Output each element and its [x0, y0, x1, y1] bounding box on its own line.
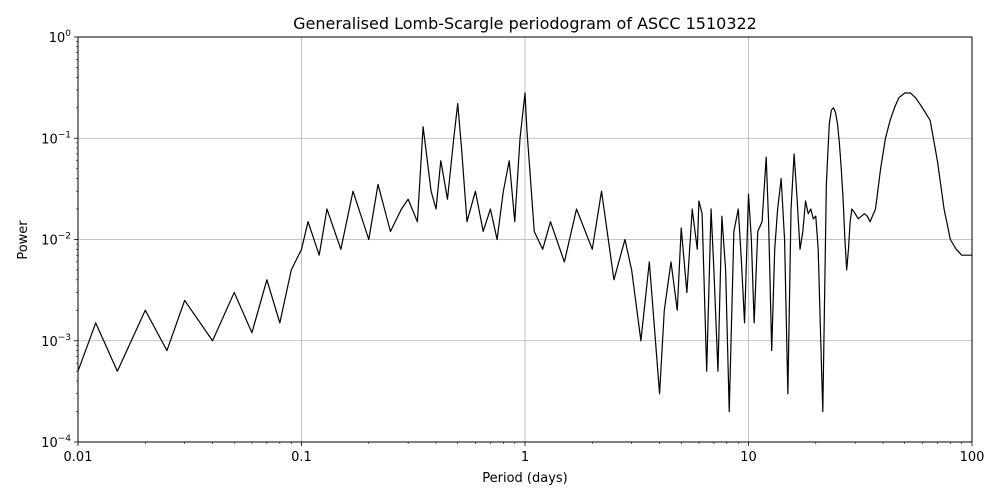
- x-tick-label: 0.1: [291, 450, 312, 465]
- chart-title: Generalised Lomb-Scargle periodogram of …: [293, 14, 757, 33]
- y-tick-label: 10−3: [41, 333, 71, 350]
- x-tick-label: 100: [960, 450, 985, 465]
- y-tick-label: 100: [49, 29, 72, 46]
- y-axis-label: Power: [16, 220, 31, 260]
- series-layer: [78, 92, 972, 413]
- y-tick-label: 10−2: [41, 232, 71, 249]
- axis-ticks: 0.01 0.1 1 10 100 10−4 10−3 10−2 10−1 100: [41, 29, 984, 465]
- x-tick-label: 1: [521, 450, 529, 465]
- x-tick-label: 0.01: [64, 450, 93, 465]
- y-tick-label: 10−4: [41, 434, 71, 451]
- x-axis-label: Period (days): [482, 471, 568, 486]
- y-tick-label: 10−1: [41, 130, 71, 147]
- x-tick-label: 10: [740, 450, 757, 465]
- periodogram-line: [78, 92, 972, 413]
